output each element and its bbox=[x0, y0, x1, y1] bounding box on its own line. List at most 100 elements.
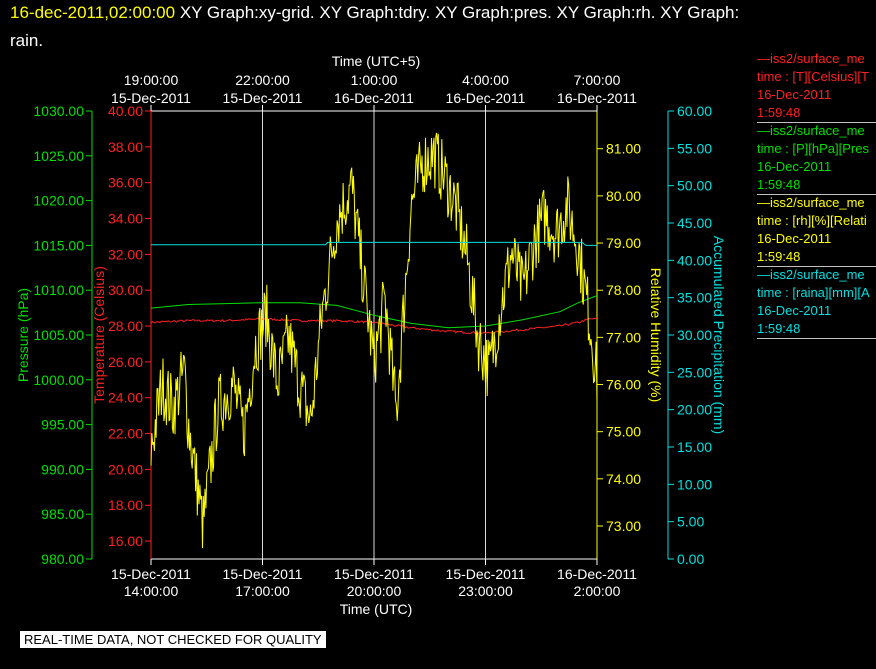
legend-line: —iss2/surface_me bbox=[757, 123, 865, 138]
precip-tick-label: 50.00 bbox=[677, 178, 712, 194]
rh-tick-label: 76.00 bbox=[606, 377, 641, 393]
temperature-series-line bbox=[150, 317, 598, 335]
pressure-tick-label: 1005.00 bbox=[33, 327, 84, 343]
rh-series-line bbox=[150, 132, 598, 549]
pressure-tick-label: 1015.00 bbox=[33, 237, 84, 253]
legend-precipitation[interactable]: —iss2/surface_me time : [raina][mm][A 16… bbox=[757, 266, 876, 339]
top-x-tick-time: 19:00:00 bbox=[124, 72, 179, 88]
temperature-tick-label: 38.00 bbox=[108, 139, 143, 155]
x-tick-date: 15-Dec-2011 bbox=[111, 566, 191, 582]
temperature-tick-label: 36.00 bbox=[108, 175, 143, 191]
precip-tick-label: 60.00 bbox=[677, 103, 712, 119]
rh-tick-label: 75.00 bbox=[606, 424, 641, 440]
top-x-tick-date: 16-Dec-2011 bbox=[446, 90, 526, 106]
top-x-tick-date: 16-Dec-2011 bbox=[557, 90, 637, 106]
x-axis-label: Time (UTC) bbox=[340, 601, 413, 617]
precip-tick-label: 40.00 bbox=[677, 252, 712, 268]
graph-titles: XY Graph:xy-grid. XY Graph:tdry. XY Grap… bbox=[175, 3, 740, 22]
precip-tick-label: 0.00 bbox=[677, 551, 704, 567]
x-tick-date: 15-Dec-2011 bbox=[334, 566, 414, 582]
top-x-tick-date: 16-Dec-2011 bbox=[334, 90, 414, 106]
rh-tick-label: 73.00 bbox=[606, 518, 641, 534]
legend-relative-humidity[interactable]: —iss2/surface_me time : [rh][%][Relati 1… bbox=[757, 194, 876, 267]
legend-time: 1:59:48 bbox=[757, 177, 801, 192]
temperature-tick-label: 26.00 bbox=[108, 354, 143, 370]
legend-unit: time : [P][hPa][Pres bbox=[757, 141, 869, 156]
legend-temperature[interactable]: —iss2/surface_me time : [T][Celsius][T 1… bbox=[757, 50, 876, 123]
top-x-tick-time: 4:00:00 bbox=[462, 72, 509, 88]
temperature-tick-label: 22.00 bbox=[108, 426, 143, 442]
temperature-tick-label: 30.00 bbox=[108, 282, 143, 298]
legend-pressure[interactable]: —iss2/surface_me time : [P][hPa][Pres 16… bbox=[757, 122, 876, 195]
x-tick-time: 20:00:00 bbox=[347, 583, 402, 599]
legend-time: 1:59:48 bbox=[757, 249, 801, 264]
timestamp-label: 16-dec-2011,02:00:00 bbox=[10, 3, 176, 22]
legend-date: 16-Dec-2011 bbox=[757, 303, 832, 318]
precip-tick-label: 15.00 bbox=[677, 439, 712, 455]
temperature-tick-label: 16.00 bbox=[108, 533, 143, 549]
x-tick-time: 2:00:00 bbox=[574, 583, 621, 599]
pressure-tick-label: 980.00 bbox=[41, 551, 84, 567]
legend-date: 16-Dec-2011 bbox=[757, 87, 832, 102]
top-x-tick-time: 1:00:00 bbox=[351, 72, 398, 88]
legend-unit: time : [raina][mm][A bbox=[757, 285, 870, 300]
temperature-axis-label: Temperature (Celsius) bbox=[91, 266, 107, 404]
legend-date: 16-Dec-2011 bbox=[757, 159, 832, 174]
pressure-series-line bbox=[150, 295, 598, 329]
legend-unit: time : [T][Celsius][T bbox=[757, 69, 869, 84]
x-tick-time: 17:00:00 bbox=[235, 583, 290, 599]
pressure-tick-label: 995.00 bbox=[41, 417, 84, 433]
precip-tick-label: 30.00 bbox=[677, 327, 712, 343]
pressure-tick-label: 1010.00 bbox=[33, 282, 84, 298]
x-tick-date: 15-Dec-2011 bbox=[446, 566, 526, 582]
legend-line: —iss2/surface_me bbox=[757, 51, 865, 66]
top-x-tick-time: 7:00:00 bbox=[574, 72, 621, 88]
top-x-axis-label: Time (UTC+5) bbox=[332, 53, 421, 69]
precip-tick-label: 10.00 bbox=[677, 476, 712, 492]
graph-titles-continued: rain. bbox=[10, 31, 44, 50]
temperature-tick-label: 18.00 bbox=[108, 497, 143, 513]
rh-tick-label: 80.00 bbox=[606, 188, 641, 204]
precip-tick-label: 45.00 bbox=[677, 215, 712, 231]
pressure-axis-label: Pressure (hPa) bbox=[15, 288, 31, 382]
quality-warning-banner: REAL-TIME DATA, NOT CHECKED FOR QUALITY bbox=[20, 631, 326, 648]
chart-header-line-2: rain. bbox=[10, 31, 43, 51]
precip-tick-label: 20.00 bbox=[677, 402, 712, 418]
precip-series-line bbox=[151, 241, 597, 246]
precip-axis-label: Accumulated Precipitation (mm) bbox=[711, 236, 727, 434]
top-x-tick-date: 15-Dec-2011 bbox=[223, 90, 303, 106]
top-x-tick-time: 22:00:00 bbox=[235, 72, 290, 88]
pressure-tick-label: 985.00 bbox=[41, 506, 84, 522]
top-x-tick-date: 15-Dec-2011 bbox=[111, 90, 191, 106]
precip-tick-label: 55.00 bbox=[677, 140, 712, 156]
legend-line: —iss2/surface_me bbox=[757, 195, 865, 210]
pressure-tick-label: 1020.00 bbox=[33, 193, 84, 209]
rh-tick-label: 81.00 bbox=[606, 141, 641, 157]
x-tick-date: 16-Dec-2011 bbox=[557, 566, 637, 582]
temperature-tick-label: 34.00 bbox=[108, 211, 143, 227]
legend-line: —iss2/surface_me bbox=[757, 267, 865, 282]
precip-tick-label: 35.00 bbox=[677, 290, 712, 306]
legend-unit: time : [rh][%][Relati bbox=[757, 213, 867, 228]
rh-tick-label: 74.00 bbox=[606, 471, 641, 487]
precip-tick-label: 5.00 bbox=[677, 514, 704, 530]
rh-tick-label: 77.00 bbox=[606, 329, 641, 345]
rh-tick-label: 79.00 bbox=[606, 235, 641, 251]
legend-time: 1:59:48 bbox=[757, 105, 801, 120]
legend-time: 1:59:48 bbox=[757, 321, 801, 336]
rh-axis-label: Relative Humidity (%) bbox=[648, 268, 664, 403]
legend-date: 16-Dec-2011 bbox=[757, 231, 832, 246]
pressure-tick-label: 1030.00 bbox=[33, 103, 84, 119]
temperature-tick-label: 20.00 bbox=[108, 461, 143, 477]
temperature-tick-label: 24.00 bbox=[108, 390, 143, 406]
precip-tick-label: 25.00 bbox=[677, 364, 712, 380]
pressure-tick-label: 990.00 bbox=[41, 461, 84, 477]
x-tick-date: 15-Dec-2011 bbox=[223, 566, 303, 582]
rh-tick-label: 78.00 bbox=[606, 282, 641, 298]
pressure-tick-label: 1025.00 bbox=[33, 148, 84, 164]
x-tick-time: 14:00:00 bbox=[124, 583, 179, 599]
temperature-tick-label: 32.00 bbox=[108, 246, 143, 262]
pressure-tick-label: 1000.00 bbox=[33, 372, 84, 388]
temperature-tick-label: 28.00 bbox=[108, 318, 143, 334]
